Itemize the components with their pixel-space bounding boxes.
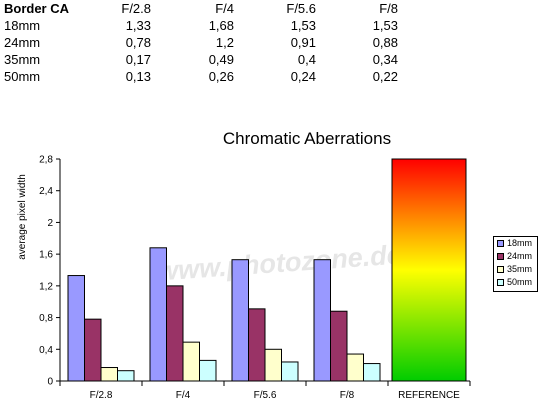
bar-18mm-f8	[313, 259, 331, 382]
bar-35mm-f8	[346, 353, 364, 382]
table-cell: 1,33	[125, 18, 151, 33]
legend-label: 18mm	[507, 238, 533, 248]
table-cell: 0,17	[125, 52, 151, 67]
table-cell: 0,91	[290, 35, 316, 50]
legend-label: 24mm	[507, 251, 533, 261]
bar-50mm-f28	[117, 370, 135, 382]
bar-18mm-f56	[231, 259, 249, 382]
table-header-cell: Border CA	[4, 1, 70, 16]
x-tick-label: F/5.6	[254, 390, 277, 401]
x-tick-label: F/4	[176, 390, 191, 401]
bar-24mm-f8	[330, 310, 348, 382]
table-cell: 0,26	[208, 69, 234, 84]
table-cell: 1,53	[290, 18, 316, 33]
data-table: Border CA F/2.8 F/4 F/5.6 F/8 18mm 1,33 …	[0, 0, 410, 85]
y-tick-label: 1,2	[39, 281, 53, 292]
table-cell: 0,49	[208, 52, 234, 67]
table-row: 18mm 1,33 1,68 1,53 1,53	[0, 17, 410, 34]
table-cell: 50mm	[4, 69, 41, 84]
table-cell: 1,2	[215, 35, 234, 50]
legend-item: 35mm	[494, 263, 537, 276]
bar-50mm-f4	[199, 359, 217, 382]
table-cell: 35mm	[4, 52, 41, 67]
legend-swatch	[497, 253, 504, 260]
y-tick-label: 0	[47, 377, 53, 388]
table-row: 24mm 0,78 1,2 0,91 0,88	[0, 34, 410, 51]
table-header-cell: F/4	[215, 1, 234, 16]
bar-18mm-f4	[149, 247, 167, 382]
y-tick-label: 2	[47, 218, 53, 229]
y-tick-label: 1,6	[39, 250, 53, 261]
table-row: 35mm 0,17 0,49 0,4 0,34	[0, 51, 410, 68]
y-axis-label: average pixel width	[17, 174, 28, 260]
table-cell: 0,13	[125, 69, 151, 84]
legend-item: 24mm	[494, 250, 537, 263]
bar-35mm-f28	[100, 367, 118, 382]
table-header-row: Border CA F/2.8 F/4 F/5.6 F/8	[0, 0, 410, 17]
x-tick-label: F/2.8	[90, 390, 113, 401]
table-cell: 0,4	[297, 52, 316, 67]
bar-50mm-f56	[281, 361, 299, 382]
legend-item: 50mm	[494, 276, 537, 289]
table-cell: 0,78	[125, 35, 151, 50]
table-cell: 0,22	[372, 69, 398, 84]
table-cell: 1,53	[372, 18, 398, 33]
y-tick-label: 2,8	[39, 155, 53, 166]
table-header-cell: F/2.8	[121, 1, 151, 16]
y-tick-label: 0,4	[39, 345, 53, 356]
table-cell: 0,34	[372, 52, 398, 67]
legend-swatch	[497, 266, 504, 273]
table-header-cell: F/5.6	[286, 1, 316, 16]
chart-title: Chromatic Aberrations	[223, 129, 391, 148]
reference-bar	[391, 158, 467, 382]
table-header-cell: F/8	[379, 1, 398, 16]
table-cell: 0,88	[372, 35, 398, 50]
legend-label: 35mm	[507, 264, 533, 274]
bar-24mm-f4	[166, 285, 184, 382]
y-tick-label: 0,8	[39, 313, 53, 324]
table-cell: 24mm	[4, 35, 41, 50]
legend-swatch	[497, 240, 504, 247]
y-tick-label: 2,4	[39, 186, 53, 197]
legend-item: 18mm	[494, 237, 537, 250]
bar-18mm-f28	[67, 275, 85, 382]
bar-24mm-f28	[84, 318, 102, 382]
watermark: www.photozone.de	[156, 240, 402, 287]
table-row: 50mm 0,13 0,26 0,24 0,22	[0, 68, 410, 85]
legend-label: 50mm	[507, 277, 533, 287]
table-cell: 18mm	[4, 18, 41, 33]
legend-swatch	[497, 279, 504, 286]
x-tick-label: F/8	[340, 390, 355, 401]
table-cell: 0,24	[290, 69, 316, 84]
bar-35mm-f56	[264, 348, 282, 382]
bar-35mm-f4	[182, 341, 200, 382]
chart-legend: 18mm 24mm 35mm 50mm	[493, 236, 538, 292]
bar-24mm-f56	[248, 308, 266, 382]
table-cell: 1,68	[208, 18, 234, 33]
bar-50mm-f8	[363, 363, 381, 382]
x-tick-label: REFERENCE	[398, 390, 460, 401]
